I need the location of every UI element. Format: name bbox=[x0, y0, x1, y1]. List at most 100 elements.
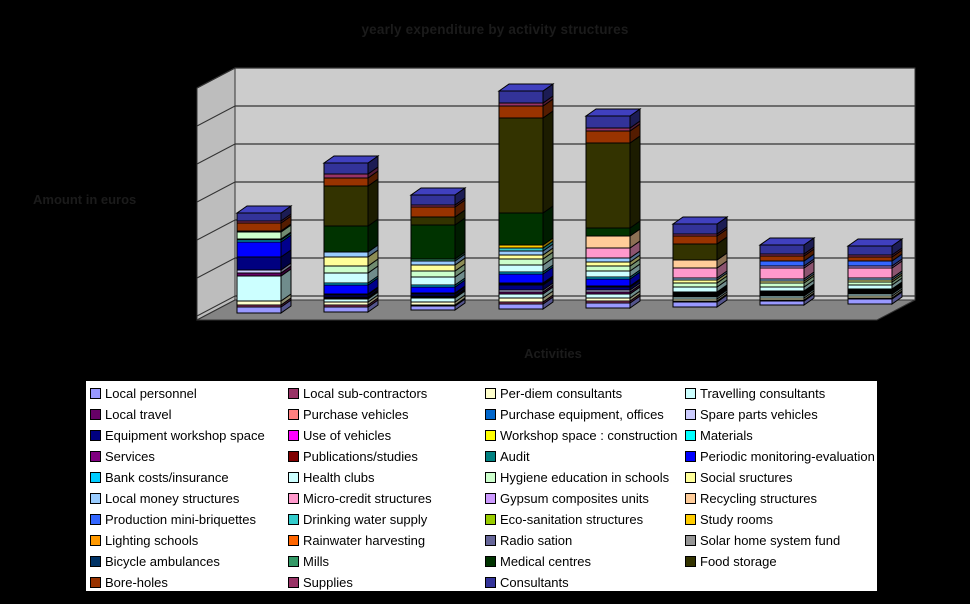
bar-segment[interactable] bbox=[498, 212, 544, 246]
legend-item[interactable]: Bicycle ambulances bbox=[90, 554, 288, 569]
bar-segment[interactable] bbox=[498, 117, 544, 214]
bar-segment[interactable] bbox=[323, 177, 369, 187]
legend-item[interactable]: Purchase equipment, offices bbox=[485, 407, 685, 422]
bar-segment[interactable] bbox=[410, 286, 456, 294]
bar-segment[interactable] bbox=[498, 250, 544, 256]
bar-segment[interactable] bbox=[759, 286, 805, 292]
bar-segment[interactable] bbox=[498, 303, 544, 310]
bar-segment[interactable] bbox=[410, 264, 456, 272]
bar-segment[interactable] bbox=[498, 90, 544, 104]
bar-segment[interactable] bbox=[236, 241, 282, 258]
legend-item[interactable]: Study rooms bbox=[685, 512, 877, 527]
legend-item[interactable]: Purchase vehicles bbox=[288, 407, 485, 422]
legend-item[interactable]: Local travel bbox=[90, 407, 288, 422]
bar-segment[interactable] bbox=[323, 162, 369, 175]
bar-segment[interactable] bbox=[585, 270, 631, 278]
bar-segment[interactable] bbox=[410, 270, 456, 278]
bar-segment[interactable] bbox=[759, 267, 805, 280]
bar-segment[interactable] bbox=[672, 267, 718, 279]
bar-segment[interactable] bbox=[236, 306, 282, 314]
bar-segment[interactable] bbox=[410, 216, 456, 226]
bar-segment[interactable] bbox=[672, 223, 718, 235]
bar-segment[interactable] bbox=[585, 257, 631, 263]
legend-item[interactable]: Equipment workshop space bbox=[90, 428, 288, 443]
stacked-column[interactable] bbox=[846, 238, 904, 305]
legend-item[interactable]: Food storage bbox=[685, 554, 877, 569]
legend-item[interactable]: Consultants bbox=[485, 575, 685, 590]
bar-segment[interactable] bbox=[672, 235, 718, 245]
bar-segment[interactable] bbox=[585, 115, 631, 129]
legend-item[interactable]: Social sructures bbox=[685, 470, 877, 485]
bar-segment[interactable] bbox=[847, 284, 893, 290]
bar-segment[interactable] bbox=[323, 185, 369, 227]
bar-segment[interactable] bbox=[498, 264, 544, 273]
stacked-column[interactable] bbox=[322, 155, 380, 313]
bar-segment[interactable] bbox=[323, 251, 369, 258]
legend-item[interactable]: Rainwater harvesting bbox=[288, 533, 485, 548]
legend-item[interactable]: Workshop space : construction bbox=[485, 428, 685, 443]
bar-segment[interactable] bbox=[847, 260, 893, 267]
legend-item[interactable]: Drinking water supply bbox=[288, 512, 485, 527]
bar-segment[interactable] bbox=[672, 301, 718, 308]
bar-segment[interactable] bbox=[323, 284, 369, 295]
legend-item[interactable]: Per-diem consultants bbox=[485, 386, 685, 401]
bar-segment[interactable] bbox=[236, 275, 282, 302]
legend-item[interactable]: Publications/studies bbox=[288, 449, 485, 464]
bar-segment[interactable] bbox=[410, 305, 456, 311]
legend-item[interactable]: Local sub-contractors bbox=[288, 386, 485, 401]
bar-segment[interactable] bbox=[585, 261, 631, 267]
bar-segment[interactable] bbox=[410, 297, 456, 303]
bar-segment[interactable] bbox=[585, 130, 631, 144]
legend-item[interactable]: Lighting schools bbox=[90, 533, 288, 548]
bar-segment[interactable] bbox=[672, 243, 718, 261]
bar-segment[interactable] bbox=[759, 282, 805, 288]
bar-segment[interactable] bbox=[498, 105, 544, 119]
bar-segment[interactable] bbox=[585, 293, 631, 299]
bar-segment[interactable] bbox=[759, 260, 805, 267]
bar-segment[interactable] bbox=[585, 265, 631, 272]
bar-segment[interactable] bbox=[585, 278, 631, 287]
legend-item[interactable]: Local personnel bbox=[90, 386, 288, 401]
bar-segment[interactable] bbox=[585, 302, 631, 309]
bar-segment[interactable] bbox=[323, 306, 369, 313]
stacked-column[interactable] bbox=[584, 108, 642, 309]
legend-item[interactable]: Micro-credit structures bbox=[288, 491, 485, 506]
bar-segment[interactable] bbox=[759, 244, 805, 255]
bar-segment[interactable] bbox=[847, 256, 893, 262]
bar-segment[interactable] bbox=[847, 298, 893, 305]
bar-segment[interactable] bbox=[585, 142, 631, 229]
bar-segment[interactable] bbox=[410, 260, 456, 266]
bar-segment[interactable] bbox=[410, 194, 456, 206]
bar-segment[interactable] bbox=[672, 259, 718, 269]
bar-segment[interactable] bbox=[498, 284, 544, 291]
legend-item[interactable]: Health clubs bbox=[288, 470, 485, 485]
bar-segment[interactable] bbox=[236, 231, 282, 240]
legend-item[interactable]: Solar home system fund bbox=[685, 533, 877, 548]
stacked-column[interactable] bbox=[758, 237, 816, 306]
bar-segment[interactable] bbox=[323, 265, 369, 274]
bar-segment[interactable] bbox=[585, 227, 631, 237]
legend-item[interactable]: Periodic monitoring-evaluation bbox=[685, 449, 877, 464]
legend-item[interactable]: Supplies bbox=[288, 575, 485, 590]
bar-segment[interactable] bbox=[498, 293, 544, 299]
bar-segment[interactable] bbox=[585, 247, 631, 259]
bar-segment[interactable] bbox=[847, 267, 893, 279]
bar-segment[interactable] bbox=[236, 222, 282, 232]
stacked-column[interactable] bbox=[409, 187, 467, 311]
legend-item[interactable]: Gypsum composites units bbox=[485, 491, 685, 506]
bar-segment[interactable] bbox=[585, 235, 631, 249]
legend-item[interactable]: Use of vehicles bbox=[288, 428, 485, 443]
bar-segment[interactable] bbox=[323, 256, 369, 267]
bar-segment[interactable] bbox=[410, 224, 456, 260]
legend-item[interactable]: Materials bbox=[685, 428, 877, 443]
bar-segment[interactable] bbox=[410, 276, 456, 286]
bar-segment[interactable] bbox=[236, 212, 282, 222]
bar-segment[interactable] bbox=[672, 286, 718, 293]
legend-item[interactable]: Hygiene education in schools bbox=[485, 470, 685, 485]
legend-item[interactable]: Eco-sanitation structures bbox=[485, 512, 685, 527]
legend-item[interactable]: Radio sation bbox=[485, 533, 685, 548]
legend-item[interactable]: Spare parts vehicles bbox=[685, 407, 877, 422]
stacked-column[interactable] bbox=[235, 205, 293, 314]
bar-segment[interactable] bbox=[759, 300, 805, 306]
bar-segment[interactable] bbox=[498, 297, 544, 303]
